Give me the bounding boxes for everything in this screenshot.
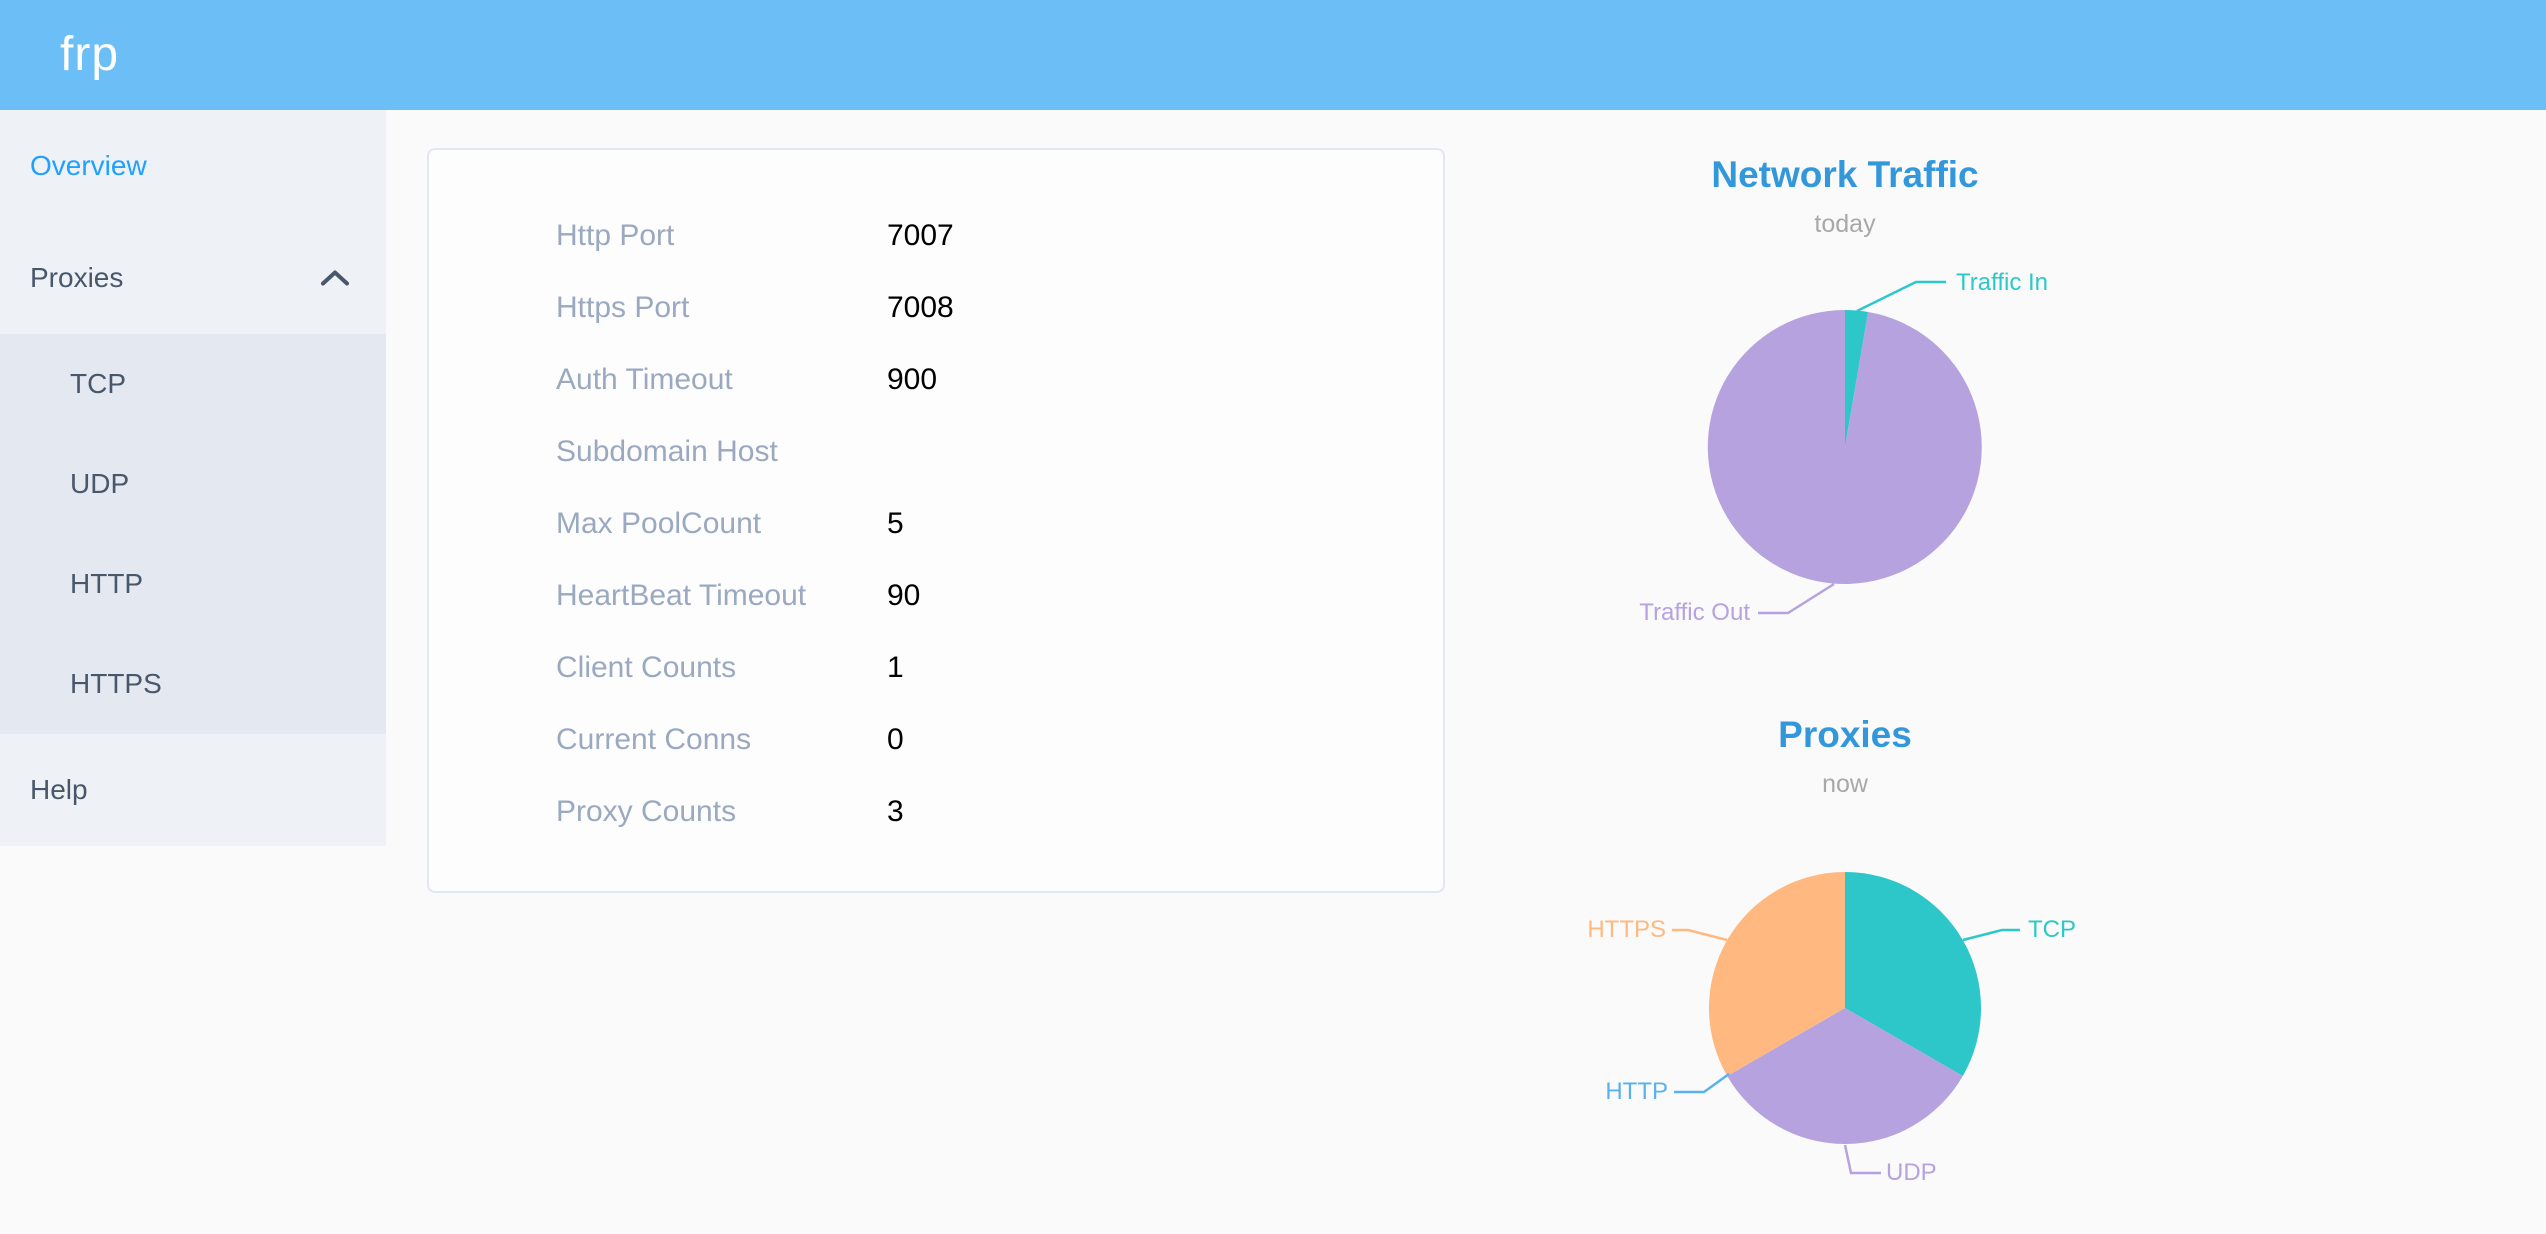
- label-line-udp: [1843, 1144, 1881, 1175]
- info-value: 90: [887, 579, 921, 612]
- info-label: HeartBeat Timeout: [556, 579, 807, 612]
- info-row-auth-timeout: Auth Timeout 900: [429, 344, 1443, 416]
- info-label: Subdomain Host: [556, 435, 778, 468]
- info-value: 7007: [887, 219, 954, 252]
- pie-label-udp: UDP: [1886, 1159, 1937, 1186]
- network-traffic-subtitle: today: [1814, 210, 1876, 238]
- proxies-title: Proxies: [1778, 714, 1912, 755]
- sidebar-item-udp[interactable]: UDP: [0, 434, 386, 534]
- sidebar-item-tcp-label: TCP: [70, 368, 126, 399]
- pie-label-https: HTTPS: [1587, 916, 1666, 943]
- sidebar-item-proxies-label: Proxies: [30, 262, 124, 293]
- label-line-traffic-out: [1758, 582, 1835, 615]
- label-line-http: [1674, 1072, 1730, 1094]
- pie-label-http: HTTP: [1605, 1078, 1668, 1105]
- info-row-heartbeat-timeout: HeartBeat Timeout 90: [429, 560, 1443, 632]
- info-row-http-port: Http Port 7007: [429, 200, 1443, 272]
- sidebar-item-http-label: HTTP: [70, 568, 144, 599]
- label-line-traffic-in: [1856, 280, 1946, 313]
- pie-slice-traffic-in[interactable]: [1845, 310, 1869, 447]
- frp-logo: frp: [60, 28, 120, 81]
- info-value: 0: [887, 723, 904, 756]
- network-traffic-title: Network Traffic: [1711, 154, 1979, 195]
- label-line-tcp: [1962, 928, 2020, 942]
- info-label: Max PoolCount: [556, 507, 762, 540]
- info-label: Proxy Counts: [556, 795, 737, 828]
- pie-slice-tcp[interactable]: [1845, 872, 1982, 1076]
- info-row-https-port: Https Port 7008: [429, 272, 1443, 344]
- network-traffic-pie[interactable]: [1425, 140, 2265, 700]
- info-value: 1: [887, 651, 904, 684]
- info-label: Client Counts: [556, 651, 737, 684]
- info-row-proxy-counts: Proxy Counts 3: [429, 776, 1443, 848]
- sidebar-item-overview[interactable]: Overview: [0, 110, 386, 222]
- sidebar-item-tcp[interactable]: TCP: [0, 334, 386, 434]
- server-info-rows: Http Port 7007 Https Port 7008 Auth Time…: [429, 150, 1443, 848]
- pie-label-traffic-out: Traffic Out: [1639, 599, 1750, 626]
- label-line-https: [1672, 928, 1728, 942]
- pie-slices: [1707, 309, 1982, 584]
- sidebar: Overview Proxies TCP UDP HTTP HTTPS Help: [0, 110, 386, 846]
- sidebar-menu: Overview Proxies TCP UDP HTTP HTTPS Help: [0, 110, 386, 846]
- sidebar-item-http[interactable]: HTTP: [0, 534, 386, 634]
- info-label: Current Conns: [556, 723, 752, 756]
- sidebar-item-proxies[interactable]: Proxies: [0, 222, 386, 334]
- info-value: 7008: [887, 291, 954, 324]
- info-row-subdomain-host: Subdomain Host: [429, 416, 1443, 488]
- info-label: Http Port: [556, 219, 675, 252]
- info-row-max-poolcount: Max PoolCount 5: [429, 488, 1443, 560]
- sidebar-item-overview-label: Overview: [30, 150, 147, 181]
- sidebar-item-udp-label: UDP: [70, 468, 130, 499]
- info-value: 5: [887, 507, 904, 540]
- app-header: frp: [0, 0, 2546, 110]
- server-info-card: Http Port 7007 Https Port 7008 Auth Time…: [427, 148, 1445, 893]
- info-label: Auth Timeout: [556, 363, 733, 396]
- network-traffic-chart: Network Traffic today Traffic In Traffic…: [1425, 140, 2265, 700]
- sidebar-item-help-label: Help: [30, 774, 88, 805]
- proxies-pie[interactable]: [1425, 700, 2265, 1234]
- sidebar-item-https[interactable]: HTTPS: [0, 634, 386, 734]
- info-row-client-counts: Client Counts 1: [429, 632, 1443, 704]
- info-row-current-conns: Current Conns 0: [429, 704, 1443, 776]
- info-value: 900: [887, 363, 938, 396]
- pie-slice-https[interactable]: [1708, 872, 1845, 1076]
- sidebar-submenu-proxies: TCP UDP HTTP HTTPS: [0, 334, 386, 734]
- proxies-subtitle: now: [1822, 770, 1868, 798]
- pie-slice-traffic-out[interactable]: [1707, 309, 1982, 584]
- chevron-up-icon: [321, 270, 349, 286]
- pie-slice-udp[interactable]: [1727, 1008, 1963, 1145]
- pie-label-traffic-in: Traffic In: [1956, 269, 2049, 296]
- pie-slices: [1708, 872, 1982, 1145]
- sidebar-item-https-label: HTTPS: [70, 668, 162, 699]
- info-label: Https Port: [556, 291, 690, 324]
- pie-label-tcp: TCP: [2028, 916, 2076, 943]
- sidebar-item-help[interactable]: Help: [0, 734, 386, 846]
- info-value: 3: [887, 795, 904, 828]
- proxies-chart: Proxies now TCP UDP HTTP HTTPS: [1425, 700, 2265, 1234]
